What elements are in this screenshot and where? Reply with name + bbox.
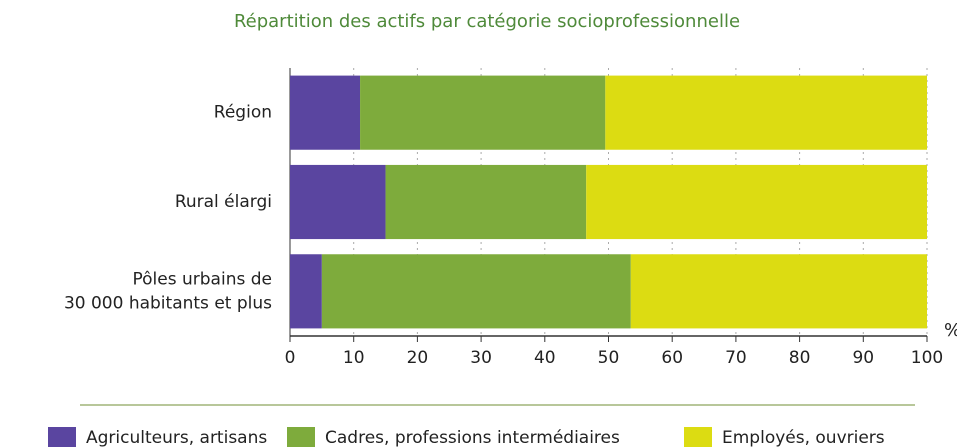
- bar-segment: [290, 254, 322, 329]
- legend-swatch: [48, 427, 76, 447]
- x-tick-label: 20: [407, 348, 429, 368]
- x-tick-label: 0: [285, 348, 296, 368]
- x-tick-label: 40: [534, 348, 556, 368]
- legend-label: Employés, ouvriers: [722, 428, 885, 448]
- x-tick-label: 90: [852, 348, 874, 368]
- x-tick-label: 10: [343, 348, 365, 368]
- bar-segment: [321, 254, 631, 329]
- y-tick-label: Pôles urbains de 30 000 habitants et plus: [64, 269, 272, 313]
- x-tick-label: 60: [661, 348, 683, 368]
- x-tick-label: 100: [911, 348, 943, 368]
- legend-swatch: [684, 427, 712, 447]
- bar-segment: [586, 164, 927, 240]
- chart-title: Répartition des actifs par catégorie soc…: [234, 11, 740, 32]
- bar-segment: [360, 75, 606, 150]
- legend-swatch: [287, 427, 315, 447]
- y-tick-label: Rural élargi: [175, 192, 272, 212]
- bar-segment: [290, 75, 361, 150]
- x-tick-label: 50: [598, 348, 620, 368]
- x-tick-label: 70: [725, 348, 747, 368]
- bar-segment: [605, 75, 927, 150]
- bar-segment: [385, 164, 587, 240]
- x-tick-label: 30: [470, 348, 492, 368]
- x-tick-label: 80: [789, 348, 811, 368]
- y-tick-label: Région: [214, 103, 272, 123]
- x-unit: %: [944, 320, 957, 341]
- legend-label: Agriculteurs, artisans: [86, 428, 267, 448]
- bar-segment: [630, 254, 927, 329]
- legend-label: Cadres, professions intermédiaires: [325, 428, 620, 448]
- bar-segment: [290, 164, 386, 240]
